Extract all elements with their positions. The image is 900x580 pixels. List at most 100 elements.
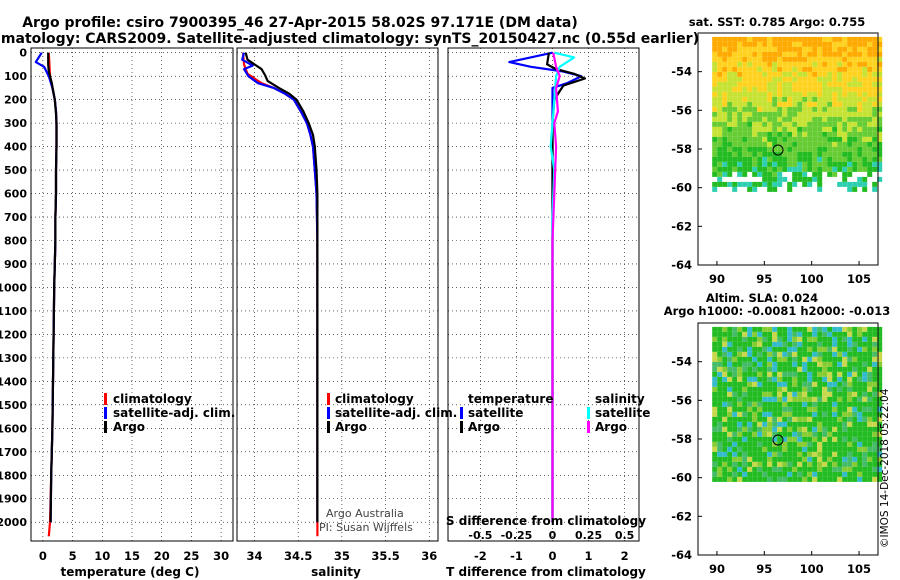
map-cell <box>732 386 738 392</box>
map-cell <box>787 46 793 52</box>
map-cell <box>737 366 743 372</box>
map-cell <box>762 461 768 467</box>
map-cell <box>847 346 853 352</box>
map-cell <box>867 421 873 427</box>
map-cell <box>802 366 808 372</box>
map-cell <box>732 461 738 467</box>
map-cell <box>827 61 833 67</box>
map-cell <box>847 161 853 167</box>
map-cell <box>752 116 758 122</box>
map-cell <box>817 431 823 437</box>
map-cell <box>797 431 803 437</box>
map-cell <box>787 161 793 167</box>
map-cell <box>792 371 798 377</box>
map-cell <box>752 396 758 402</box>
map-cell <box>852 36 858 42</box>
map-cell <box>832 86 838 92</box>
map-cell <box>737 166 743 172</box>
map-cell <box>742 366 748 372</box>
x-tick-label: 35.5 <box>371 549 399 563</box>
depth-tick-label: 1200 <box>0 328 27 341</box>
map-cell <box>812 36 818 42</box>
map-lat-tick-label: -54 <box>671 355 692 369</box>
map-cell <box>797 361 803 367</box>
map-cell <box>752 426 758 432</box>
salinity-xlabel: salinity <box>311 565 361 579</box>
map-cell <box>872 406 878 412</box>
map-cell <box>867 91 873 97</box>
map-cell <box>862 441 868 447</box>
map-cell <box>747 471 753 477</box>
map-cell <box>717 46 723 52</box>
map-cell <box>717 181 723 187</box>
map-cell <box>782 151 788 157</box>
map-cell <box>822 151 828 157</box>
map-cell <box>827 331 833 337</box>
map-cell <box>782 346 788 352</box>
map-cell <box>797 36 803 42</box>
map-cell <box>857 161 863 167</box>
map-cell <box>792 436 798 442</box>
map-cell <box>732 471 738 477</box>
map-cell <box>787 466 793 472</box>
map-cell <box>877 346 883 352</box>
depth-tick-label: 1400 <box>0 375 27 388</box>
map-cell <box>767 121 773 127</box>
map-cell <box>827 156 833 162</box>
map-cell <box>872 341 878 347</box>
map-cell <box>857 421 863 427</box>
map-cell <box>802 351 808 357</box>
map-cell <box>777 156 783 162</box>
map-cell <box>737 161 743 167</box>
map-cell <box>727 421 733 427</box>
legend-swatch-satellite-adj <box>104 407 107 419</box>
map-cell <box>832 121 838 127</box>
map-cell <box>832 81 838 87</box>
map-cell <box>847 451 853 457</box>
map-cell <box>787 126 793 132</box>
map-cell <box>837 386 843 392</box>
map-cell <box>757 81 763 87</box>
map-cell <box>717 401 723 407</box>
map-cell <box>782 331 788 337</box>
map-cell <box>787 106 793 112</box>
map-cell <box>762 126 768 132</box>
map-cell <box>752 411 758 417</box>
sla-map-subtitle: Argo h1000: -0.0081 h2000: -0.013 <box>664 304 891 318</box>
map-cell <box>862 326 868 332</box>
map-cell <box>742 341 748 347</box>
map-cell <box>822 371 828 377</box>
map-cell <box>782 46 788 52</box>
map-cell <box>842 391 848 397</box>
map-cell <box>742 51 748 57</box>
map-cell <box>842 456 848 462</box>
x-tick-label: 0 <box>549 549 557 563</box>
map-cell <box>767 336 773 342</box>
map-cell <box>787 411 793 417</box>
map-cell <box>742 376 748 382</box>
map-cell <box>742 326 748 332</box>
map-cell <box>807 156 813 162</box>
map-cell <box>877 41 883 47</box>
legend-swatch-t-satellite <box>460 407 463 419</box>
map-cell <box>752 361 758 367</box>
map-cell <box>747 186 753 192</box>
map-cell <box>827 101 833 107</box>
map-cell <box>842 401 848 407</box>
map-cell <box>782 416 788 422</box>
map-cell <box>862 426 868 432</box>
map-cell <box>737 121 743 127</box>
figure-title-line1: Argo profile: csiro 7900395_46 27-Apr-20… <box>22 15 578 31</box>
map-cell <box>877 451 883 457</box>
map-cell <box>787 346 793 352</box>
map-cell <box>772 171 778 177</box>
map-cell <box>862 46 868 52</box>
map-cell <box>877 66 883 72</box>
map-cell <box>822 391 828 397</box>
map-cell <box>822 386 828 392</box>
map-cell <box>867 96 873 102</box>
map-cell <box>812 71 818 77</box>
map-cell <box>777 166 783 172</box>
map-cell <box>787 456 793 462</box>
map-cell <box>737 41 743 47</box>
